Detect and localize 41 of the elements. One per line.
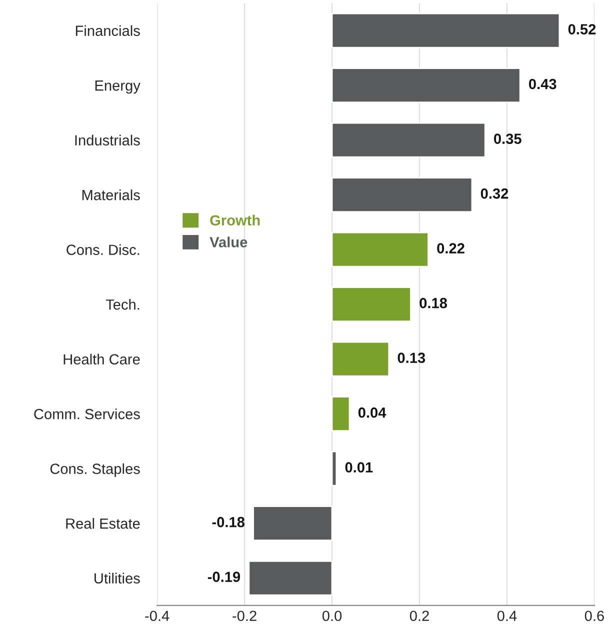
data-label: 0.22 (437, 243, 464, 254)
y-tick-label: Utilities (94, 572, 140, 584)
y-tick-label: Real Estate (66, 518, 140, 529)
bar (331, 177, 473, 212)
y-tick-label: Materials (82, 190, 140, 200)
bar (331, 396, 350, 432)
bar (248, 560, 333, 596)
data-label: -0.18 (212, 516, 245, 528)
data-label: 0.43 (529, 78, 556, 90)
data-label: 0.35 (494, 134, 522, 144)
bar (331, 12, 560, 48)
bar (331, 286, 412, 322)
y-tick-label: Cons. Staples (50, 463, 140, 477)
y-tick-label: Cons. Disc. (66, 244, 140, 255)
y-tick-label: Tech. (106, 299, 140, 310)
x-tick-label: -0.2 (232, 610, 256, 622)
x-tick-label: 0.0 (322, 610, 342, 622)
bar (331, 341, 390, 377)
y-tick-label: Industrials (75, 134, 140, 146)
y-tick-label: Comm. Services (34, 408, 140, 420)
y-tick-label: Health Care (64, 354, 140, 364)
data-label: -0.19 (208, 572, 240, 582)
data-label: 0.04 (358, 407, 386, 418)
x-tick-label: 0.6 (584, 610, 604, 622)
data-label: 0.13 (398, 352, 426, 364)
x-tick-label: -0.4 (145, 610, 170, 622)
bar (331, 122, 486, 158)
data-label: 0.18 (420, 298, 448, 308)
y-tick-label: Financials (76, 25, 140, 36)
bar (331, 68, 521, 103)
data-label: 0.52 (568, 24, 596, 34)
x-tick-label: 0.4 (497, 610, 517, 622)
bar (331, 450, 338, 486)
bar (331, 232, 429, 268)
legend-label: Value (210, 236, 248, 248)
y-tick-label: Energy (95, 80, 140, 94)
bar (252, 506, 333, 542)
x-tick-label: 0.2 (410, 610, 429, 622)
data-label: 0.32 (480, 188, 508, 199)
data-label: 0.01 (345, 462, 373, 472)
legend-label: Growth (210, 214, 260, 226)
